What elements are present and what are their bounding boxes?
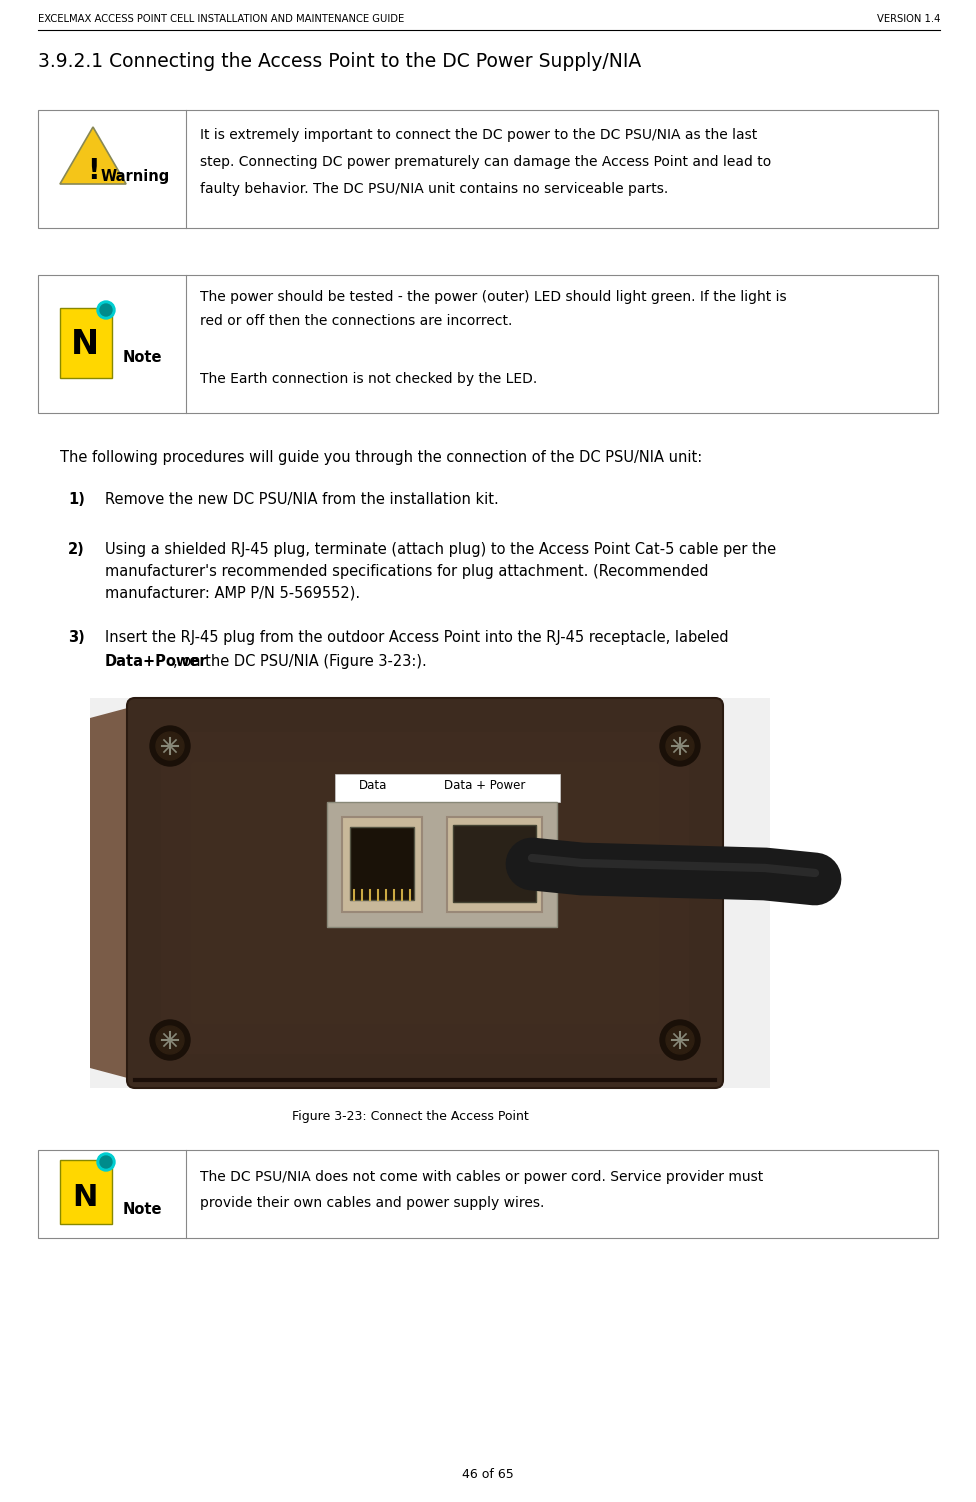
Circle shape (97, 300, 115, 318)
Text: Insert the RJ-45 plug from the outdoor Access Point into the RJ-45 receptacle, l: Insert the RJ-45 plug from the outdoor A… (105, 629, 729, 644)
FancyBboxPatch shape (453, 825, 536, 903)
Polygon shape (60, 308, 112, 379)
FancyBboxPatch shape (161, 731, 689, 1054)
Text: Data+Power: Data+Power (105, 653, 208, 668)
Text: Remove the new DC PSU/NIA from the installation kit.: Remove the new DC PSU/NIA from the insta… (105, 493, 499, 508)
FancyBboxPatch shape (335, 774, 560, 802)
Text: manufacturer's recommended specifications for plug attachment. (Recommended: manufacturer's recommended specification… (105, 563, 709, 578)
Circle shape (100, 1157, 112, 1169)
Polygon shape (90, 706, 135, 1080)
Text: 2): 2) (68, 542, 85, 557)
Text: 3.9.2.1 Connecting the Access Point to the DC Power Supply/NIA: 3.9.2.1 Connecting the Access Point to t… (38, 53, 641, 71)
Circle shape (100, 303, 112, 315)
Circle shape (666, 731, 694, 760)
Text: 46 of 65: 46 of 65 (462, 1467, 514, 1481)
Circle shape (660, 1020, 700, 1060)
Text: faulty behavior. The DC PSU/NIA unit contains no serviceable parts.: faulty behavior. The DC PSU/NIA unit con… (200, 182, 669, 195)
Text: Data: Data (359, 780, 387, 792)
Text: 3): 3) (68, 629, 85, 644)
Circle shape (156, 731, 184, 760)
Text: The Earth connection is not checked by the LED.: The Earth connection is not checked by t… (200, 372, 537, 386)
Text: , on the DC PSU/NIA (Figure 3-23:).: , on the DC PSU/NIA (Figure 3-23:). (173, 653, 427, 668)
Text: red or off then the connections are incorrect.: red or off then the connections are inco… (200, 314, 512, 327)
Text: step. Connecting DC power prematurely can damage the Access Point and lead to: step. Connecting DC power prematurely ca… (200, 155, 771, 170)
FancyBboxPatch shape (327, 802, 557, 927)
Text: Note: Note (122, 350, 162, 365)
FancyBboxPatch shape (38, 110, 938, 228)
FancyBboxPatch shape (38, 275, 938, 413)
Text: manufacturer: AMP P/N 5-569552).: manufacturer: AMP P/N 5-569552). (105, 586, 360, 601)
Text: The power should be tested - the power (outer) LED should light green. If the li: The power should be tested - the power (… (200, 290, 787, 303)
Text: Using a shielded RJ-45 plug, terminate (attach plug) to the Access Point Cat-5 c: Using a shielded RJ-45 plug, terminate (… (105, 542, 776, 557)
Text: EXCELMAX ACCESS POINT CELL INSTALLATION AND MAINTENANCE GUIDE: EXCELMAX ACCESS POINT CELL INSTALLATION … (38, 14, 404, 24)
Text: VERSION 1.4: VERSION 1.4 (876, 14, 940, 24)
Text: 1): 1) (68, 493, 85, 508)
Text: N: N (72, 1182, 98, 1212)
Circle shape (666, 1026, 694, 1054)
Circle shape (660, 725, 700, 766)
FancyBboxPatch shape (350, 828, 414, 900)
Polygon shape (60, 1160, 112, 1224)
Text: Figure 3-23: Connect the Access Point: Figure 3-23: Connect the Access Point (292, 1110, 528, 1123)
Text: Warning: Warning (101, 170, 170, 185)
Circle shape (156, 1026, 184, 1054)
FancyBboxPatch shape (342, 817, 422, 912)
Circle shape (150, 725, 190, 766)
Text: provide their own cables and power supply wires.: provide their own cables and power suppl… (200, 1196, 545, 1211)
FancyBboxPatch shape (90, 698, 770, 1087)
Circle shape (150, 1020, 190, 1060)
Text: Note: Note (122, 1203, 162, 1218)
FancyBboxPatch shape (38, 1151, 938, 1238)
Text: The following procedures will guide you through the connection of the DC PSU/NIA: The following procedures will guide you … (60, 451, 703, 466)
Text: The DC PSU/NIA does not come with cables or power cord. Service provider must: The DC PSU/NIA does not come with cables… (200, 1170, 763, 1184)
Text: N: N (71, 329, 99, 362)
Text: !: ! (87, 158, 100, 185)
Polygon shape (60, 128, 126, 185)
Circle shape (97, 1154, 115, 1172)
FancyBboxPatch shape (127, 698, 723, 1087)
FancyBboxPatch shape (447, 817, 542, 912)
Text: It is extremely important to connect the DC power to the DC PSU/NIA as the last: It is extremely important to connect the… (200, 128, 757, 143)
Text: Data + Power: Data + Power (444, 780, 526, 792)
